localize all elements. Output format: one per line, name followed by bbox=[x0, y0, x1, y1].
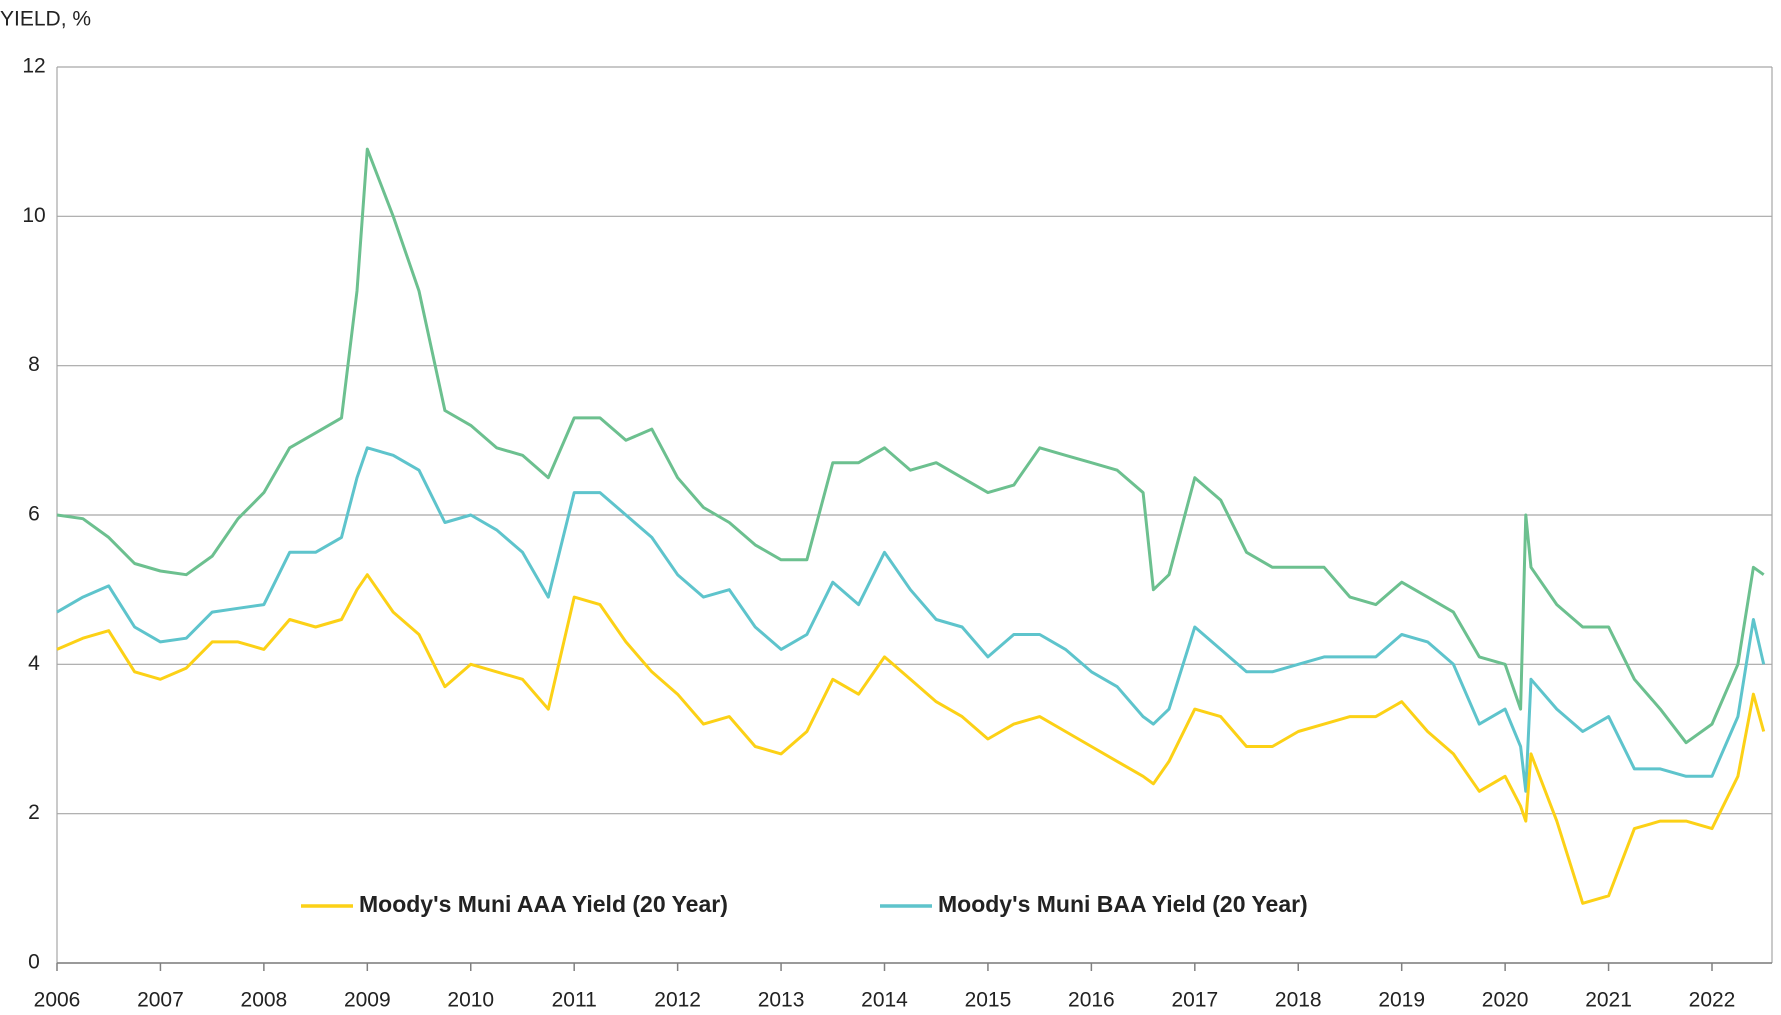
x-tick-label: 2006 bbox=[34, 989, 81, 1012]
x-tick-label: 2017 bbox=[1171, 989, 1218, 1012]
x-tick-label: 2010 bbox=[447, 989, 494, 1012]
x-tick-label: 2016 bbox=[1068, 989, 1115, 1012]
y-tick-label: 4 bbox=[28, 652, 40, 675]
y-tick-label: 0 bbox=[28, 951, 40, 974]
x-tick-label: 2009 bbox=[344, 989, 391, 1012]
series-line bbox=[56, 147, 1765, 745]
y-axis-title: YIELD, % bbox=[0, 8, 91, 31]
y-tick-label: 10 bbox=[22, 204, 45, 227]
x-tick-label: 2020 bbox=[1482, 989, 1529, 1012]
y-tick-label: 12 bbox=[22, 55, 45, 78]
legend-label: Moody's Muni BAA Yield (20 Year) bbox=[938, 891, 1308, 917]
x-tick-label: 2011 bbox=[552, 989, 597, 1012]
legend-label: Moody's Muni AAA Yield (20 Year) bbox=[359, 891, 728, 917]
x-tick-label: 2022 bbox=[1689, 989, 1736, 1012]
x-tick-label: 2018 bbox=[1275, 989, 1322, 1012]
y-tick-label: 2 bbox=[28, 801, 40, 824]
y-tick-label: 6 bbox=[28, 503, 40, 526]
x-tick-label: 2021 bbox=[1585, 989, 1632, 1012]
x-tick-label: 2015 bbox=[965, 989, 1012, 1012]
x-tick-label: 2008 bbox=[241, 989, 288, 1012]
y-tick-label: 8 bbox=[28, 353, 40, 376]
x-tick-label: 2014 bbox=[861, 989, 908, 1012]
series-line bbox=[56, 446, 1766, 793]
x-tick-label: 2019 bbox=[1378, 989, 1425, 1012]
x-tick-label: 2013 bbox=[758, 989, 805, 1012]
x-tick-label: 2007 bbox=[137, 989, 184, 1012]
series-line bbox=[56, 573, 1766, 905]
x-tick-label: 2012 bbox=[654, 989, 701, 1012]
